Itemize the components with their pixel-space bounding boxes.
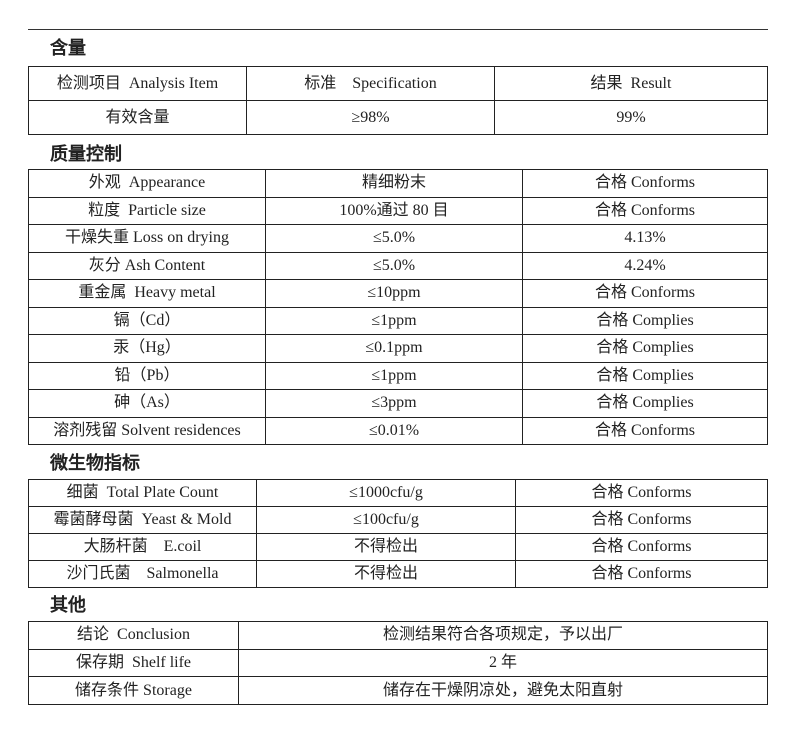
cell-col-1: ≤0.1ppm <box>265 334 523 363</box>
section-title-micro: 微生物指标 <box>50 453 140 474</box>
cell-col-0: 储存条件 Storage <box>28 676 239 706</box>
cell-col-0: 铅（Pb） <box>28 361 266 390</box>
cell-col-0: 灰分 Ash Content <box>28 251 266 280</box>
cell-col-2: 合格 Conforms <box>515 506 768 534</box>
cell-col-2: 合格 Conforms <box>515 479 768 507</box>
cell-col-1: 精细粉末 <box>265 169 523 198</box>
cell-col-2: 合格 Conforms <box>515 560 768 588</box>
cell-col-1: 2 年 <box>238 648 768 678</box>
table-row: 保存期 Shelf life 2 年 <box>28 648 768 678</box>
cell-col-0: 外观 Appearance <box>28 169 266 198</box>
cell-col-2: 结果 Result <box>494 66 768 101</box>
table-row: 有效含量 ≥98% 99% <box>28 100 768 135</box>
table-row: 灰分 Ash Content ≤5.0% 4.24% <box>28 251 768 280</box>
cell-col-1: 储存在干燥阴凉处，避免太阳直射 <box>238 676 768 706</box>
cell-col-1: 不得检出 <box>256 533 516 561</box>
cell-col-2: 合格 Complies <box>522 389 768 418</box>
table-row: 溶剂残留 Solvent residences ≤0.01% 合格 Conforms <box>28 416 768 445</box>
table-row: 储存条件 Storage 储存在干燥阴凉处，避免太阳直射 <box>28 676 768 706</box>
cell-col-2: 4.13% <box>522 224 768 253</box>
quality-table: 外观 Appearance 精细粉末 合格 Conforms 粒度 Particle … <box>28 169 768 445</box>
cell-col-1: ≤100cfu/g <box>256 506 516 534</box>
cell-col-2: 合格 Complies <box>522 306 768 335</box>
table-row: 砷（As） ≤3ppm 合格 Complies <box>28 389 768 418</box>
table-row: 重金属 Heavy metal ≤10ppm 合格 Conforms <box>28 279 768 308</box>
cell-col-0: 汞（Hg） <box>28 334 266 363</box>
table-row: 粒度 Particle size 100%通过 80 目合格 Conforms <box>28 196 768 225</box>
cell-col-1: 标准 Specification <box>246 66 495 101</box>
cell-col-2: 合格 Conforms <box>522 196 768 225</box>
cell-col-0: 镉（Cd） <box>28 306 266 335</box>
table-row: 镉（Cd） ≤1ppm 合格 Complies <box>28 306 768 335</box>
cell-col-2: 合格 Conforms <box>522 279 768 308</box>
section-title-content: 含量 <box>50 38 86 59</box>
cell-col-1: ≤3ppm <box>265 389 523 418</box>
cell-col-2: 合格 Conforms <box>522 169 768 198</box>
top-rule <box>28 29 768 30</box>
cell-col-1: ≥98% <box>246 100 495 135</box>
table-row: 结论 Conclusion 检测结果符合各项规定，予以出厂 <box>28 621 768 650</box>
cell-col-0: 结论 Conclusion <box>28 621 239 650</box>
cell-col-1: ≤0.01% <box>265 416 523 445</box>
table-row: 汞（Hg） ≤0.1ppm 合格 Complies <box>28 334 768 363</box>
table-row: 霉菌酵母菌 Yeast & Mold ≤100cfu/g 合格 Conforms <box>28 506 768 534</box>
cell-col-1: ≤1ppm <box>265 306 523 335</box>
cell-col-1: 100%通过 80 目 <box>265 196 523 225</box>
cell-col-0: 重金属 Heavy metal <box>28 279 266 308</box>
table-row: 干燥失重 Loss on drying ≤5.0% 4.13% <box>28 224 768 253</box>
cell-col-0: 保存期 Shelf life <box>28 648 239 678</box>
cell-col-1: ≤1000cfu/g <box>256 479 516 507</box>
table-row: 铅（Pb） ≤1ppm 合格 Complies <box>28 361 768 390</box>
cell-col-0: 砷（As） <box>28 389 266 418</box>
cell-col-2: 合格 Complies <box>522 334 768 363</box>
table-row: 外观 Appearance 精细粉末 合格 Conforms <box>28 169 768 198</box>
section-title-quality: 质量控制 <box>50 144 122 165</box>
header-row: 检测项目 Analysis Item 标准 Specification 结果 Res… <box>28 66 768 101</box>
cell-col-0: 细菌 Total Plate Count <box>28 479 257 507</box>
cell-col-1: ≤5.0% <box>265 251 523 280</box>
table-row: 细菌 Total Plate Count ≤1000cfu/g 合格 Conform… <box>28 479 768 507</box>
cell-col-1: ≤5.0% <box>265 224 523 253</box>
cell-col-2: 99% <box>494 100 768 135</box>
cell-col-0: 干燥失重 Loss on drying <box>28 224 266 253</box>
table-row: 沙门氏菌 Salmonella 不得检出 合格 Conforms <box>28 560 768 588</box>
table-row: 大肠杆菌 E.coil 不得检出 合格 Conforms <box>28 533 768 561</box>
cell-col-2: 合格 Conforms <box>515 533 768 561</box>
cell-col-0: 霉菌酵母菌 Yeast & Mold <box>28 506 257 534</box>
cell-col-0: 粒度 Particle size <box>28 196 266 225</box>
cell-col-2: 合格 Complies <box>522 361 768 390</box>
cell-col-1: 检测结果符合各项规定，予以出厂 <box>238 621 768 650</box>
cell-col-0: 沙门氏菌 Salmonella <box>28 560 257 588</box>
cell-col-0: 大肠杆菌 E.coil <box>28 533 257 561</box>
cell-col-1: ≤10ppm <box>265 279 523 308</box>
cell-col-2: 合格 Conforms <box>522 416 768 445</box>
cell-col-0: 有效含量 <box>28 100 247 135</box>
other-table: 结论 Conclusion 检测结果符合各项规定，予以出厂 保存期 Shelf li… <box>28 621 768 706</box>
section-title-other: 其他 <box>50 595 86 616</box>
cell-col-1: 不得检出 <box>256 560 516 588</box>
cell-col-1: ≤1ppm <box>265 361 523 390</box>
micro-table: 细菌 Total Plate Count ≤1000cfu/g 合格 Conform… <box>28 479 768 588</box>
cell-col-0: 检测项目 Analysis Item <box>28 66 247 101</box>
content-table: 检测项目 Analysis Item 标准 Specification 结果 Res… <box>28 66 768 135</box>
cell-col-0: 溶剂残留 Solvent residences <box>28 416 266 445</box>
cell-col-2: 4.24% <box>522 251 768 280</box>
